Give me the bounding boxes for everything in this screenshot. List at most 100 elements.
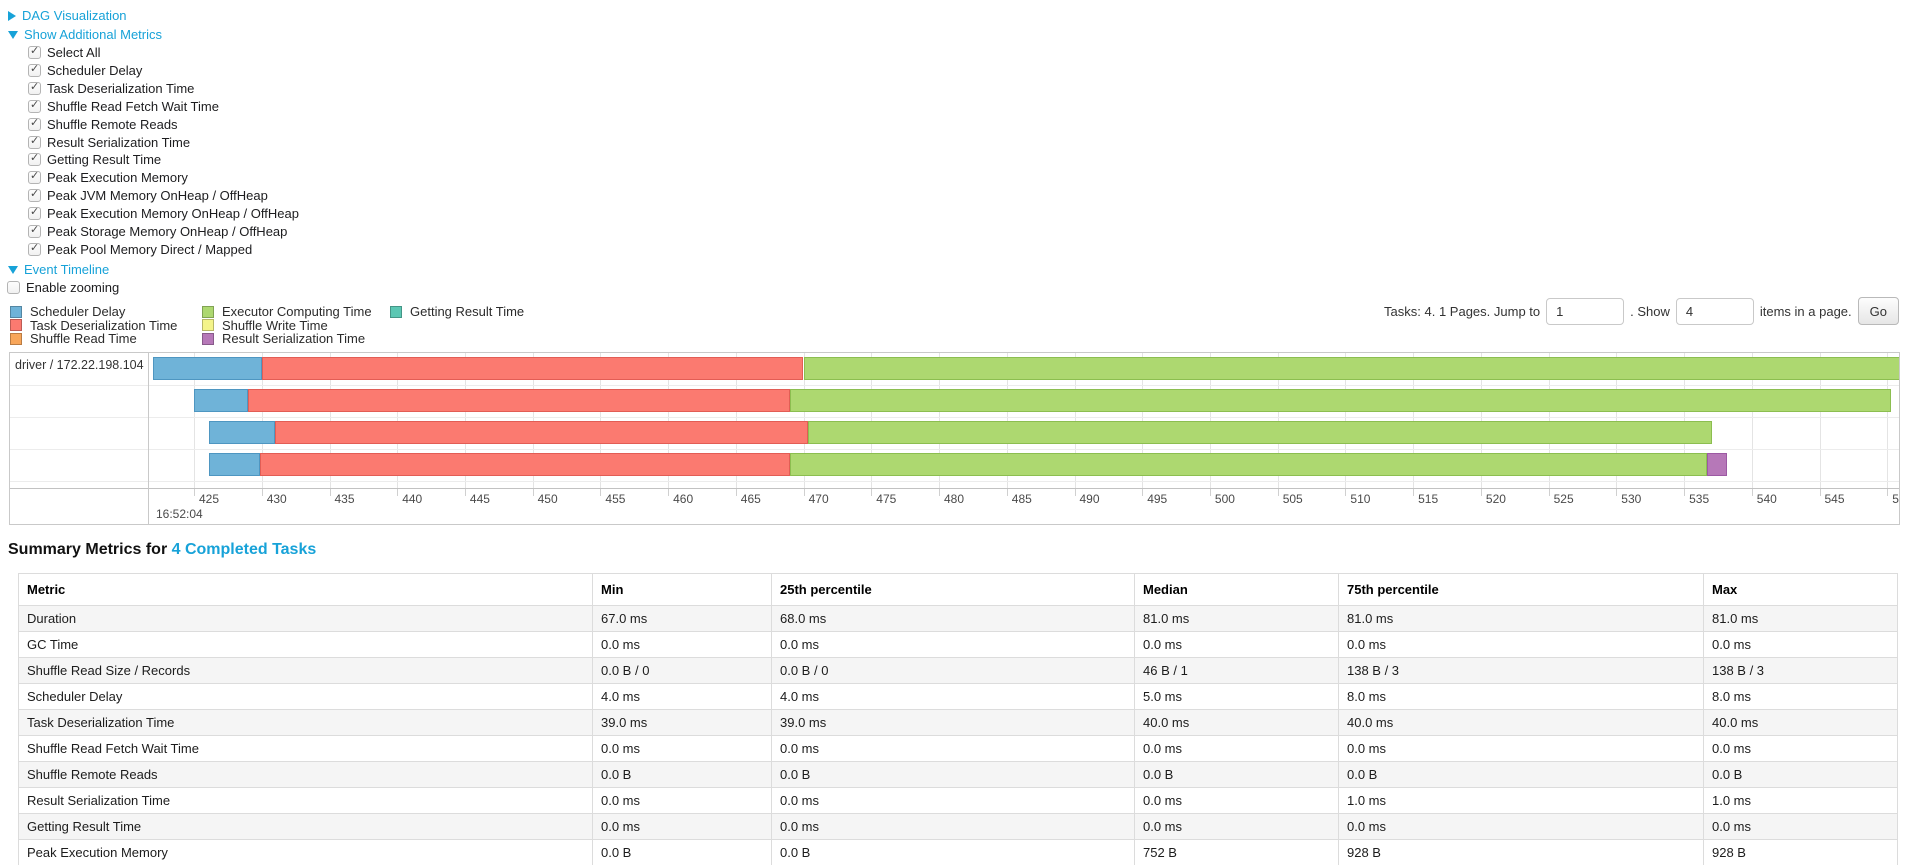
axis-tick [1616,488,1618,496]
table-cell: 138 B / 3 [1338,657,1704,684]
axis-tick-label: 455 [605,492,626,506]
metric-checkbox[interactable] [28,151,41,167]
table-cell: 0.0 ms [771,787,1135,814]
table-cell: 0.0 B / 0 [771,657,1135,684]
table-cell: 0.0 B [1338,761,1704,788]
axis-gridline [329,353,331,488]
table-cell: 0.0 ms [1134,735,1339,762]
metric-checkbox[interactable] [28,187,41,203]
metric-checkbox[interactable] [28,169,41,185]
legend-swatch-getting_result [390,305,402,318]
show-additional-metrics-toggle[interactable]: Show Additional Metrics [8,27,162,42]
metric-checkbox[interactable] [28,116,41,131]
metric-checkbox-row: Scheduler Delay [28,62,142,78]
legend-label: Task Deserialization Time [30,317,178,333]
axis-tick-label: 435 [334,492,355,506]
axis-tick-label: 520 [1485,492,1506,506]
task-bar-segment-executor_computing[interactable] [790,453,1708,476]
task-bar-segment-scheduler_delay[interactable] [208,453,261,476]
legend-swatch-shuffle_read [10,332,22,345]
axis-tick [397,488,399,496]
table-cell: Shuffle Read Fetch Wait Time [18,735,593,762]
go-button[interactable]: Go [1857,297,1899,325]
axis-tick-label: 545 [1824,492,1845,506]
metric-checkbox[interactable] [28,80,41,95]
table-cell: 928 B [1338,839,1704,865]
table-row: Shuffle Read Size / Records 0.0 B / 0 0.0 … [18,657,1898,684]
task-bar-segment-scheduler_delay[interactable] [208,421,276,444]
metric-checkbox[interactable] [28,205,41,221]
axis-tick-label: 445 [469,492,490,506]
legend-label: Result Serialization Time [222,331,366,346]
metric-checkbox[interactable] [28,44,41,59]
metric-checkbox-label: Getting Result Time [47,152,162,168]
timeline-row-separator [10,384,1899,386]
task-pagination: Tasks: 4. 1 Pages. Jump to . Show items … [1384,297,1899,325]
metric-checkbox-label: Shuffle Read Fetch Wait Time [47,98,219,114]
items-per-page-input[interactable] [1675,297,1754,325]
completed-tasks-link[interactable]: 4 Completed Tasks [171,541,317,558]
event-timeline-link[interactable]: Event Timeline [24,262,110,277]
legend-item: Shuffle Read Time [10,331,137,346]
table-cell: 0.0 B [592,839,772,865]
legend-item: Scheduler Delay [10,304,125,319]
task-bar-segment-scheduler_delay[interactable] [153,357,262,380]
task-bar-segment-task_deserialization[interactable] [275,421,808,444]
table-cell: 39.0 ms [592,709,772,736]
task-bar-segment-scheduler_delay[interactable] [194,389,249,412]
metric-checkbox-row: Peak Storage Memory OnHeap / OffHeap [28,223,287,239]
axis-gridline [1074,353,1076,488]
timeline-row-separator [10,480,1899,482]
task-bar-segment-executor_computing[interactable] [790,389,1892,412]
metric-checkbox[interactable] [28,223,41,238]
table-column-header: Max [1703,573,1898,606]
metric-checkbox[interactable] [28,134,41,149]
task-bar-segment-task_deserialization[interactable] [261,357,804,380]
table-cell: 0.0 ms [1134,787,1339,814]
axis-tick [464,488,466,496]
legend-label: Executor Computing Time [222,304,372,319]
axis-tick-label: 485 [1011,492,1032,506]
axis-gridline [1006,353,1008,488]
show-additional-metrics-link[interactable]: Show Additional Metrics [24,27,163,42]
table-cell: Getting Result Time [18,813,593,840]
table-cell: 0.0 ms [592,631,772,658]
table-cell: Scheduler Delay [18,683,593,710]
axis-tick-label: 465 [740,492,761,506]
enable-zooming-checkbox[interactable] [7,281,20,294]
metric-checkbox-row: Task Deserialization Time [28,80,195,96]
pagination-show-text: . Show [1630,303,1670,319]
metric-checkbox-label: Task Deserialization Time [47,80,195,96]
task-bar-segment-task_deserialization[interactable] [260,453,790,476]
axis-tick [1751,488,1753,496]
metric-checkbox-row: Peak JVM Memory OnHeap / OffHeap [28,187,268,204]
table-cell: 0.0 B [592,761,772,788]
summary-metrics-heading: Summary Metrics for 4 Completed Tasks [8,541,316,559]
metric-checkbox-label: Peak JVM Memory OnHeap / OffHeap [47,188,268,204]
dag-visualization-link[interactable]: DAG Visualization [22,8,127,23]
axis-tick [194,488,195,496]
metric-checkbox[interactable] [28,98,41,113]
axis-tick [1006,488,1008,496]
axis-tick [329,488,331,496]
pagination-items-text: items in a page. [1759,303,1852,319]
table-cell: Shuffle Read Size / Records [18,657,593,684]
task-bar-segment-result_serialization[interactable] [1707,453,1728,476]
table-cell: 40.0 ms [1134,709,1339,736]
task-bar-segment-executor_computing[interactable] [803,357,1899,380]
axis-tick-label: 540 [1756,492,1777,506]
table-cell: 0.0 ms [592,735,772,762]
task-bar-segment-task_deserialization[interactable] [248,389,790,412]
dag-visualization-toggle[interactable]: DAG Visualization [8,8,127,23]
task-bar-segment-executor_computing[interactable] [807,421,1713,444]
axis-start-time-label: 16:52:04 [156,507,203,521]
axis-tick-label: 525 [1553,492,1574,506]
jump-to-page-input[interactable] [1546,297,1625,325]
event-timeline-toggle[interactable]: Event Timeline [8,262,109,277]
legend-swatch-scheduler_delay [10,305,22,318]
axis-tick-label: 460 [673,492,694,506]
metric-checkbox-row: Shuffle Remote Reads [28,116,178,132]
metric-checkbox[interactable] [28,241,41,256]
legend-swatch-executor_computing [202,305,214,318]
metric-checkbox[interactable] [28,62,41,77]
